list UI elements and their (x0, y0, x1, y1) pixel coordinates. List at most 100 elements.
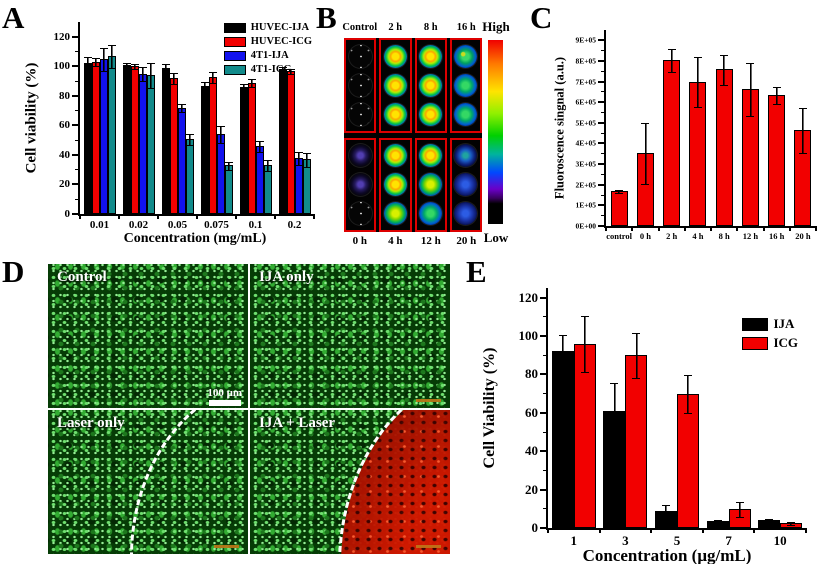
fluorescence-well (347, 72, 373, 98)
y-minor-tick-mark (75, 198, 80, 200)
y-tick-mark (540, 488, 548, 491)
fluorescence-well (382, 101, 408, 127)
bar (99, 48, 108, 214)
well-plate-column (449, 38, 482, 232)
legend-item: ICG (742, 335, 798, 351)
error-bar (278, 67, 287, 74)
bar-group (632, 30, 658, 226)
bar (780, 522, 803, 528)
bar (654, 505, 677, 528)
well-plate-box (344, 38, 377, 133)
time-label: 4 h (388, 235, 403, 247)
x-tick-label: 0.2 (287, 219, 302, 231)
well-plate-box (449, 137, 482, 232)
legend-swatch (742, 317, 769, 331)
bar-group (80, 22, 119, 214)
bar-group (790, 30, 816, 226)
well-plate-image-grid (344, 38, 482, 232)
fluorescence-well (453, 101, 479, 127)
error-bar (122, 62, 131, 69)
legend-item: 4T1-ICG (223, 64, 312, 75)
fluorescence-well (347, 43, 373, 69)
bar (83, 56, 92, 214)
x-tick-mark (605, 226, 607, 231)
fluorescence-well (347, 172, 373, 198)
y-tick-label: 9E+05 (575, 35, 596, 45)
y-tick-label: 5E+05 (575, 118, 596, 128)
y-minor-tick-mark (543, 316, 548, 318)
bar (758, 519, 781, 528)
x-tick-label: control (606, 231, 633, 241)
x-tick-label: 8 h (718, 231, 730, 241)
error-bar (239, 83, 248, 93)
panel-e-x-axis-label: Concentration (μg/mL) (582, 546, 752, 564)
dashed-boundary (338, 410, 450, 554)
y-tick-mark (598, 183, 606, 186)
panel-b-fluorescence-images: B Control 2 h 8 h 16 h 0 h 4 h 12 h 20 h… (316, 2, 524, 254)
bar (169, 73, 178, 214)
bar (91, 58, 100, 214)
time-label: Control (342, 22, 378, 33)
y-tick-mark (540, 335, 548, 337)
bar-group (737, 30, 763, 226)
y-minor-tick-mark (601, 70, 606, 72)
y-minor-tick-mark (601, 194, 606, 196)
y-tick-label: 120 (53, 30, 71, 43)
y-tick-label: 20 (59, 178, 70, 191)
error-bar (208, 71, 217, 84)
x-tick-label: 2 h (666, 231, 678, 241)
bar (224, 161, 233, 214)
error-bar (580, 315, 589, 374)
panel-d-letter: D (2, 254, 25, 289)
y-tick-label: 0E+00 (575, 221, 596, 231)
y-tick-mark (72, 35, 80, 38)
y-tick-mark (598, 101, 606, 104)
bar (625, 333, 648, 528)
x-tick-label: 20 h (795, 231, 811, 241)
y-tick-label: 40 (525, 443, 538, 459)
fluorescence-well (418, 72, 444, 98)
fluorescence-well (418, 201, 444, 227)
bar-group (600, 288, 652, 528)
y-tick-mark (540, 450, 548, 453)
y-minor-tick-mark (543, 393, 548, 395)
y-tick-mark (598, 225, 606, 227)
microscopy-image-ija-laser: IJA + Laser (250, 410, 450, 554)
error-bar (185, 133, 194, 146)
x-tick-mark (117, 214, 120, 219)
scale-bar-line (208, 400, 241, 406)
x-tick-mark (683, 226, 686, 231)
well-plate-box (379, 38, 412, 133)
legend-label: IJA (773, 316, 795, 331)
colorbar-high-label: High (482, 19, 510, 34)
panel-e-letter: E (466, 254, 487, 289)
y-minor-tick-mark (601, 112, 606, 114)
bar (573, 315, 596, 528)
y-minor-tick-mark (75, 51, 80, 53)
fluorescence-well (418, 143, 444, 169)
intensity-colorbar (488, 40, 503, 224)
error-bar (632, 333, 641, 380)
x-tick-label: 0 h (639, 231, 651, 241)
bar-group (275, 22, 314, 214)
bar (610, 190, 628, 226)
image-label: Control (57, 269, 107, 285)
y-minor-tick-mark (601, 50, 606, 52)
bar (689, 56, 707, 226)
well-plate-box (449, 38, 482, 133)
error-bar (169, 73, 178, 86)
y-tick-label: 3E+05 (575, 159, 596, 169)
bar (208, 71, 217, 214)
error-bar (765, 519, 774, 524)
x-tick-mark (650, 528, 653, 533)
panel-b-bottom-time-labels: 0 h 4 h 12 h 20 h (342, 235, 484, 247)
panel-c-chart: C Fluoroscence singnal (a.u.) 0E+00 1E+05… (524, 2, 824, 254)
error-bar (83, 56, 92, 72)
bar-groups (80, 22, 314, 214)
fluorescence-well (382, 172, 408, 198)
y-tick-label: 1E+05 (575, 200, 596, 210)
error-bar (661, 505, 670, 519)
error-bar (263, 160, 272, 173)
y-tick-mark (598, 59, 606, 62)
